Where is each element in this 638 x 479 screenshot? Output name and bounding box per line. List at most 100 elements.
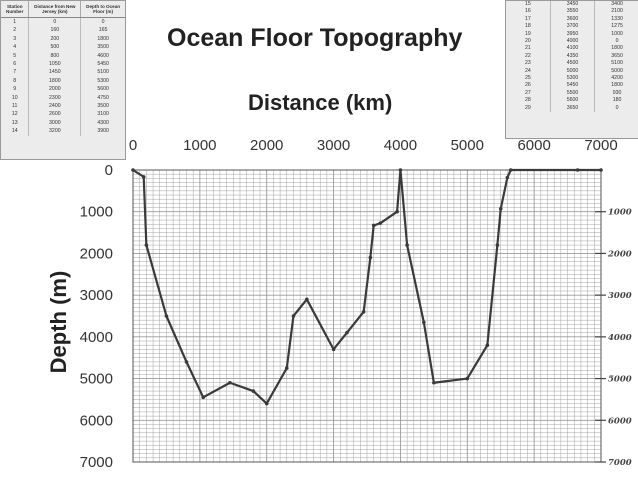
table-cell: 0 xyxy=(615,104,619,111)
table-row: 3 200 1800 xyxy=(1,34,125,44)
table-cell: 15 xyxy=(506,1,551,9)
table-cell: 4300 xyxy=(97,119,109,126)
table-row: 20 4000 0 xyxy=(506,38,638,46)
data-point xyxy=(201,395,205,400)
table-cell: 4350 xyxy=(550,52,596,61)
x-tick-label: 3000 xyxy=(317,137,350,154)
data-point xyxy=(284,366,289,370)
y-tick-label: 5000 xyxy=(80,371,113,388)
y-tick-label: 7000 xyxy=(80,454,113,471)
table-cell: 25 xyxy=(506,75,551,83)
table-cell: 4100 xyxy=(550,45,596,53)
table-cell: 2400 xyxy=(28,102,82,111)
data-point xyxy=(305,297,309,302)
table-row: 6 1050 5450 xyxy=(1,60,125,69)
table-cell: 27 xyxy=(506,89,551,98)
table-row: 25 5300 4200 xyxy=(506,75,638,83)
station-table: Station Number Distance from New Jersey … xyxy=(1,1,125,136)
handwritten-tick-label: 7000 xyxy=(608,458,632,468)
table-cell: 5000 xyxy=(550,67,596,76)
table-cell: 4600 xyxy=(97,52,109,59)
table-row: 7 1450 5100 xyxy=(1,68,125,77)
table-cell: 1800 xyxy=(611,45,623,52)
station-table-continued: 15 3450 3400 16 3550 2100 17 3600 1330 18 3700 1275… xyxy=(506,1,638,113)
handwritten-tick-label: 5000 xyxy=(608,375,632,385)
table-cell: 3100 xyxy=(97,111,109,118)
table-cell: 29 xyxy=(506,104,551,113)
table-cell: 1 xyxy=(1,17,30,27)
table-row: 11 2400 3500 xyxy=(1,102,125,111)
plot-border xyxy=(132,169,602,463)
table-row: 8 1800 5300 xyxy=(1,76,125,86)
table-cell: 8 xyxy=(1,76,30,86)
table-cell: 4 xyxy=(1,43,30,52)
table-cell: 14 xyxy=(1,127,30,136)
table-row: 29 3650 0 xyxy=(506,104,638,113)
table-cell: 5450 xyxy=(550,82,596,90)
table-cell: 5000 xyxy=(611,67,623,74)
data-point xyxy=(331,347,336,352)
table-cell: 4000 xyxy=(550,38,596,46)
data-point xyxy=(251,389,256,393)
table-row: 17 3600 1330 xyxy=(506,15,638,24)
table-cell: 10 xyxy=(1,93,30,103)
table-cell: 4500 xyxy=(550,60,596,68)
column-header: Depth to Ocean Floor (m) xyxy=(80,1,125,18)
x-tick-label: 2000 xyxy=(250,137,283,154)
y-tick-label: 4000 xyxy=(80,329,113,346)
table-cell: 24 xyxy=(506,67,551,76)
table-row: 19 3950 1000 xyxy=(506,30,638,39)
table-cell: 800 xyxy=(28,51,82,61)
table-cell: 160 xyxy=(28,26,82,35)
table-cell: 3500 xyxy=(97,44,109,51)
handwritten-tick-label: 2000 xyxy=(607,249,632,259)
table-cell: 16 xyxy=(506,8,551,16)
table-cell: 5500 xyxy=(550,89,596,98)
station-data-table-right: 15 3450 3400 16 3550 2100 17 3600 1330 18 3700 1275… xyxy=(505,0,638,139)
table-cell: 0 xyxy=(28,17,82,27)
handwritten-tick-label: 4000 xyxy=(608,333,632,343)
data-point xyxy=(405,243,409,247)
table-cell: 1800 xyxy=(28,76,82,86)
x-tick-label: 1000 xyxy=(183,137,216,154)
table-cell: 28 xyxy=(506,97,551,105)
table-body: 1 0 0 2 160 165 3 200 1800 4 500 3500 5 800 4600 6 1050 5… xyxy=(1,17,125,136)
table-cell: 9 xyxy=(1,85,30,94)
data-point xyxy=(184,360,189,364)
table-row: 23 4500 5100 xyxy=(506,60,638,68)
data-point xyxy=(368,255,373,260)
column-header: Distance from New Jersey (km) xyxy=(28,1,82,18)
table-row: 21 4100 1800 xyxy=(506,45,638,53)
data-point xyxy=(599,168,603,172)
x-tick-label: 4000 xyxy=(384,137,417,154)
table-row: 15 3450 3400 xyxy=(506,1,638,9)
table-cell: 3400 xyxy=(611,1,623,7)
x-tick-label: 0 xyxy=(129,137,137,154)
table-cell: 4750 xyxy=(97,94,109,101)
table-cell: 22 xyxy=(506,52,551,61)
data-point xyxy=(144,243,149,247)
table-cell: 13 xyxy=(1,118,30,128)
table-cell: 5300 xyxy=(97,77,109,84)
table-cell: 3450 xyxy=(550,1,596,9)
data-point xyxy=(141,175,146,179)
table-cell: 1330 xyxy=(611,15,623,22)
table-cell: 12 xyxy=(1,110,30,119)
table-row: 24 5000 5000 xyxy=(506,67,638,76)
chart-title: Ocean Floor Topography xyxy=(167,24,463,52)
x-tick-label: 5000 xyxy=(451,137,484,154)
table-row: 10 2300 4750 xyxy=(1,93,125,103)
table-row: 9 2000 5600 xyxy=(1,85,125,94)
table-cell: 3000 xyxy=(28,118,82,128)
table-cell: 6 xyxy=(1,60,30,69)
table-body: 15 3450 3400 16 3550 2100 17 3600 1330 18 3700 1275… xyxy=(506,1,638,113)
depth-profile-line xyxy=(132,168,601,405)
table-cell: 1450 xyxy=(28,68,82,77)
data-point xyxy=(465,376,470,381)
table-cell: 26 xyxy=(506,82,551,90)
table-cell: 17 xyxy=(506,15,551,24)
table-row: 26 5450 1800 xyxy=(506,82,638,90)
table-cell: 3700 xyxy=(550,23,596,31)
data-point xyxy=(498,206,503,211)
table-cell: 3950 xyxy=(550,30,596,39)
